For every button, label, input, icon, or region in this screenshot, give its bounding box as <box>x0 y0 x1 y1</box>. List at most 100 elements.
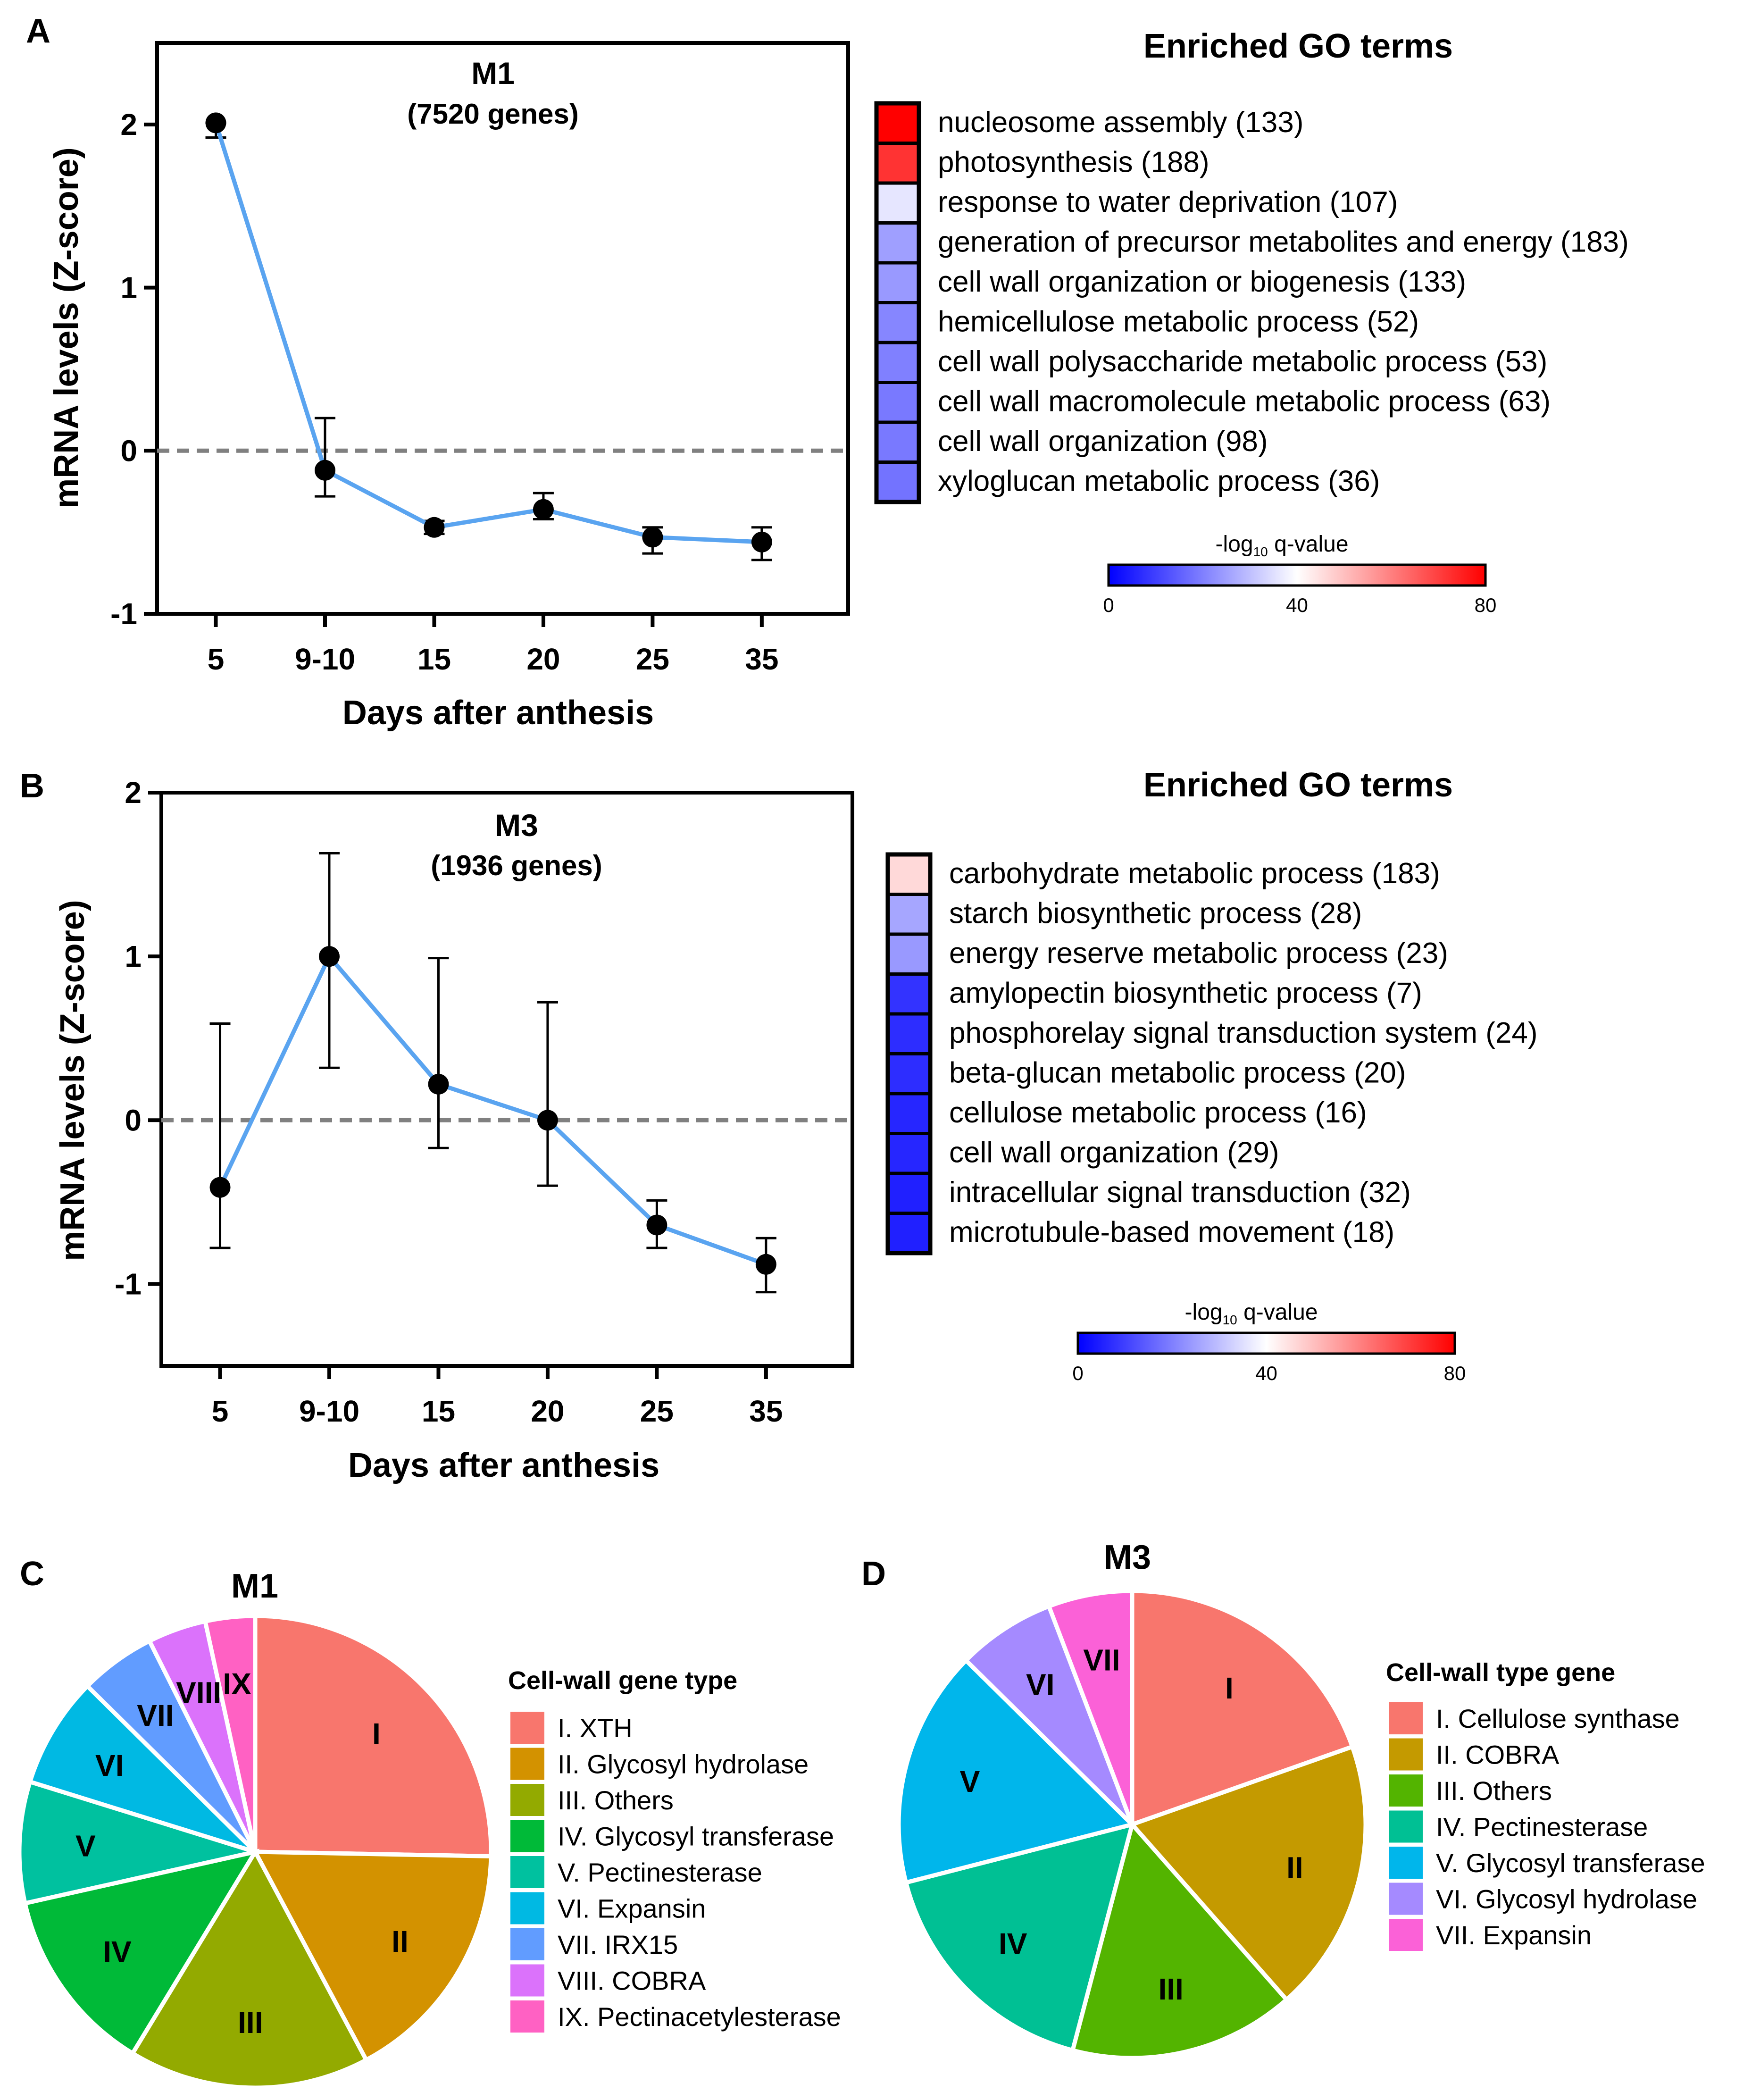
heatmap-cell <box>886 972 932 1016</box>
heatmap-cell <box>875 301 921 344</box>
go-term-label: energy reserve metabolic process (23) <box>949 937 1448 970</box>
heatmap-cell <box>875 460 921 504</box>
legend-swatch <box>1389 1847 1423 1879</box>
go-term-row: photosynthesis (188) <box>875 142 1209 185</box>
heatmap-cell <box>886 932 932 976</box>
pie-slices <box>896 1589 1368 2060</box>
legend-item: III. Others <box>1389 1774 1552 1807</box>
legend-label: II. Glycosyl hydrolase <box>558 1749 809 1779</box>
go-term-row: intracellular signal transduction (32) <box>886 1171 1411 1215</box>
go-term-label: cell wall organization (29) <box>949 1136 1279 1169</box>
legend-item: VI. Glycosyl hydrolase <box>1389 1882 1697 1915</box>
legend-label: II. COBRA <box>1436 1740 1560 1770</box>
pie-chart-m1: M1 Cell-wall gene type IIIIIIIVVVIVIIVII… <box>17 1567 841 2090</box>
series-line <box>214 122 762 544</box>
panel-label-c: C <box>20 1555 44 1593</box>
colorbar-bar <box>1107 563 1487 587</box>
slice-label: III <box>238 2006 263 2040</box>
panel-label-b: B <box>20 767 44 805</box>
error-bar <box>209 1022 231 1249</box>
heatmap-cell <box>886 1092 932 1135</box>
heatmap-border <box>885 852 933 1255</box>
line-chart-m3: M3 (1936 genes) Days after anthesis mRNA… <box>54 776 854 1484</box>
go-term-label: phosphorelay signal transduction system … <box>949 1017 1538 1049</box>
slice-label: VII <box>137 1698 174 1732</box>
heatmap-cell <box>886 1012 932 1055</box>
legend-label: VII. IRX15 <box>558 1930 678 1959</box>
pie-slice <box>202 1614 258 1852</box>
x-tick-label: 35 <box>749 1394 783 1428</box>
colorbar-label-prefix: -log <box>1185 1300 1223 1325</box>
heatmap-cell <box>886 1132 932 1175</box>
error-bar <box>537 1001 558 1187</box>
go-term-label: cell wall organization or biogenesis (13… <box>938 266 1466 298</box>
go-term-row: hemicellulose metabolic process (52) <box>875 301 1419 344</box>
pie-slice <box>1070 1820 1290 2060</box>
go-term-label: cellulose metabolic process (16) <box>949 1096 1367 1129</box>
go-term-row: cell wall organization or biogenesis (13… <box>875 261 1466 304</box>
heatmap-cell <box>875 181 921 225</box>
slice-label: I <box>372 1717 381 1751</box>
go-term-row: cell wall organization (29) <box>886 1132 1279 1175</box>
colorbar: -log10 q-value 0 40 80 <box>1103 532 1496 616</box>
legend-item: II. Glycosyl hydrolase <box>510 1748 809 1780</box>
colorbar: -log10 q-value 0 40 80 <box>1072 1300 1466 1384</box>
heatmap-cell <box>875 101 921 145</box>
data-point <box>533 499 554 520</box>
go-term-label: microtubule-based movement (18) <box>949 1216 1394 1248</box>
pie-slice <box>251 1849 493 2063</box>
go-term-label: starch biosynthetic process (28) <box>949 897 1362 929</box>
pie-slice <box>1128 1744 1368 2003</box>
legend-swatch <box>1389 1774 1423 1807</box>
slice-label: VII <box>1083 1643 1120 1677</box>
colorbar-label-prefix: -log <box>1216 532 1253 557</box>
go-term-row: microtubule-based movement (18) <box>886 1212 1394 1255</box>
legend-item: V. Glycosyl transferase <box>1389 1847 1705 1879</box>
colorbar-label-subscript: 10 <box>1253 544 1268 559</box>
panel-label-d: D <box>861 1555 886 1593</box>
slice-label: III <box>1158 1972 1183 2006</box>
data-point <box>424 517 445 538</box>
x-tick-label: 5 <box>212 1394 229 1428</box>
colorbar-label: -log10 q-value <box>1216 532 1349 559</box>
go-term-row: cell wall organization (98) <box>875 420 1268 464</box>
data-point <box>209 1177 231 1198</box>
data-point <box>314 460 335 481</box>
line-chart-m1: M1 (7520 genes) Days after anthesis mRNA… <box>48 41 850 732</box>
heatmap-cell <box>875 142 921 185</box>
legend-swatch <box>1389 1702 1423 1734</box>
go-term-row: generation of precursor metabolites and … <box>875 221 1629 265</box>
legend-label: VII. Expansin <box>1436 1920 1592 1950</box>
go-term-row: xyloglucan metabolic process (36) <box>875 460 1380 504</box>
legend-label: VIII. COBRA <box>558 1966 706 1996</box>
pie-slices <box>17 1614 493 2090</box>
legend-title: Cell-wall gene type <box>508 1666 737 1695</box>
go-term-row: cellulose metabolic process (16) <box>886 1092 1367 1135</box>
x-tick-label: 5 <box>208 642 225 676</box>
data-point <box>428 1073 449 1095</box>
pie-slice <box>903 1821 1135 2053</box>
series-line <box>218 952 767 1267</box>
legend-label: IX. Pectinacetylesterase <box>558 2002 841 2032</box>
legend-item: V. Pectinesterase <box>510 1856 762 1888</box>
pie-slice <box>963 1603 1134 1826</box>
heatmap-cell <box>875 420 921 464</box>
go-term-label: generation of precursor metabolites and … <box>938 226 1629 258</box>
y-axis-label: mRNA levels (Z-score) <box>54 900 92 1261</box>
colorbar-tick-label: 0 <box>1072 1362 1083 1384</box>
go-term-row: nucleosome assembly (133) <box>875 101 1303 145</box>
pie-slice <box>129 1847 369 2090</box>
legend-label: I. Cellulose synthase <box>1436 1704 1680 1733</box>
legend-item: I. XTH <box>510 1712 633 1744</box>
slice-label: VI <box>1026 1668 1054 1702</box>
go-term-row: phosphorelay signal transduction system … <box>886 1012 1538 1055</box>
colorbar-tick-label: 40 <box>1255 1362 1277 1384</box>
pie-legend: I. XTH II. Glycosyl hydrolase III. Others I… <box>510 1712 841 2033</box>
colorbar-label-subscript: 10 <box>1223 1313 1237 1327</box>
heatmap-cells: carbohydrate metabolic process (183) star… <box>885 852 1538 1255</box>
colorbar-label-suffix: q-value <box>1268 532 1349 557</box>
error-bar <box>314 417 335 498</box>
y-axis-label: mRNA levels (Z-score) <box>48 147 85 509</box>
